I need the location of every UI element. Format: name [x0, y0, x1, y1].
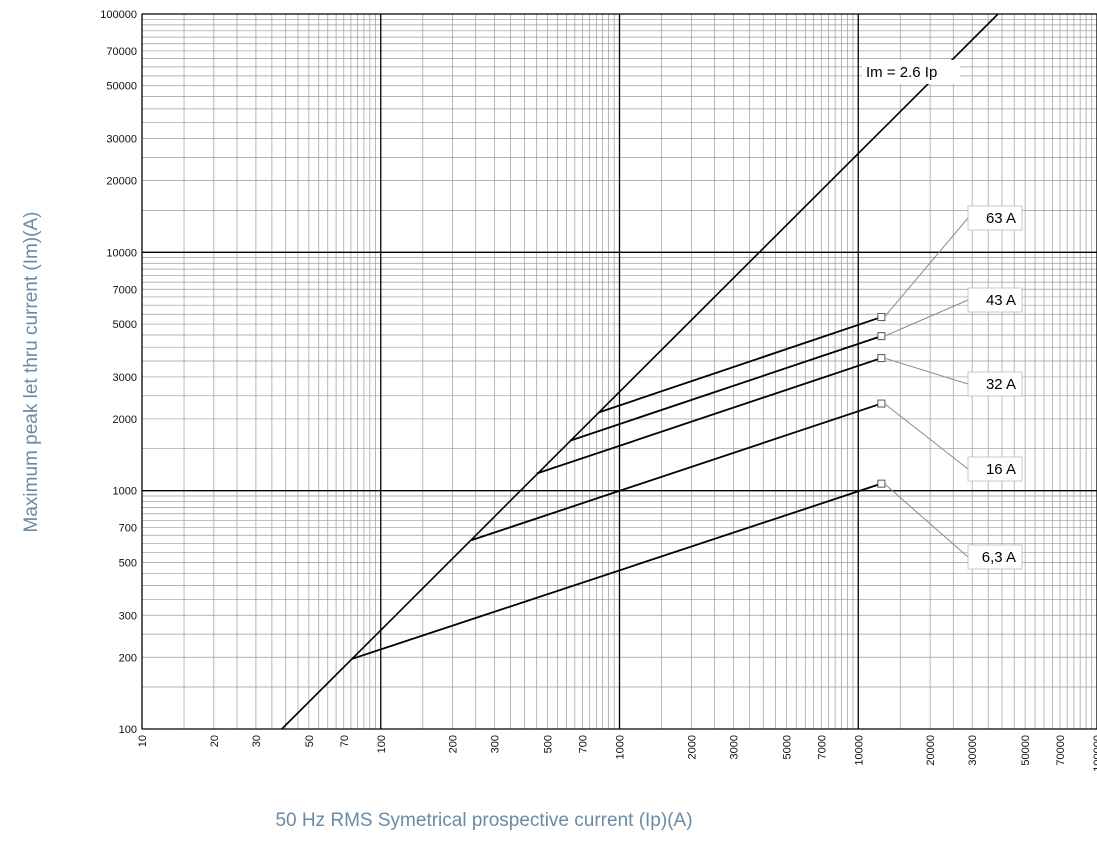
reference-label-bg: [862, 60, 960, 84]
series-line: [569, 335, 882, 442]
x-tick-label: 7000: [816, 735, 828, 759]
y-tick-label: 200: [119, 652, 137, 664]
y-axis-title: Maximum peak let thru current (Im)(A): [21, 212, 42, 533]
y-tick-label: 50000: [106, 81, 137, 93]
callout-leader: [884, 403, 969, 470]
series-lines: Im = 2.6 Ip: [281, 13, 999, 730]
series-end-marker: [877, 313, 886, 322]
x-tick-label: 100: [376, 735, 388, 753]
x-tick-label: 700: [578, 735, 590, 753]
x-axis-title: 50 Hz RMS Symetrical prospective current…: [275, 810, 692, 831]
x-tick-label: 100000: [1092, 735, 1097, 772]
x-tick-label: 50000: [1020, 735, 1032, 766]
y-tick-label: 100: [119, 724, 137, 736]
x-tick-label: 30: [251, 735, 263, 747]
x-tick-label: 200: [448, 735, 460, 753]
series-end-marker: [877, 479, 886, 488]
callout-leader: [884, 217, 969, 318]
x-tick-label: 10: [137, 735, 149, 747]
x-tick-label: 30000: [967, 735, 979, 766]
x-tick-label: 1000: [615, 735, 627, 759]
x-axis-ticks: 10 20 30 50 70 100 200 300 500 700 1000 2000 3000 500…: [137, 735, 1097, 772]
x-tick-label: 70: [339, 735, 351, 747]
y-tick-label: 5000: [113, 319, 137, 331]
series-end-marker: [877, 332, 886, 341]
y-tick-label: 30000: [106, 134, 137, 146]
series-label: 16 A: [986, 461, 1016, 478]
y-tick-label: 700: [119, 523, 137, 535]
x-tick-label: 3000: [728, 735, 740, 759]
series-label: 32 A: [986, 376, 1016, 393]
reference-line-label: Im = 2.6 Ip: [862, 60, 960, 84]
y-tick-label: 20000: [106, 176, 137, 188]
y-tick-label: 100000: [100, 9, 137, 21]
x-tick-label: 50: [304, 735, 316, 747]
series-label-box: [967, 371, 1023, 397]
series-label: 43 A: [986, 292, 1016, 309]
y-tick-label: 70000: [106, 46, 137, 58]
series-line: [352, 482, 882, 660]
reference-line: [281, 13, 999, 730]
callout-leader: [884, 483, 969, 558]
x-tick-label: 2000: [686, 735, 698, 759]
y-tick-label: 300: [119, 610, 137, 622]
y-tick-label: 10000: [106, 247, 137, 259]
reference-label-text: Im = 2.6 Ip: [866, 64, 937, 81]
x-tick-label: 10000: [853, 735, 865, 766]
x-tick-label: 20000: [925, 735, 937, 766]
series-label-box: [967, 205, 1023, 231]
series-label: 63 A: [986, 210, 1016, 227]
y-axis-ticks: 100 200 300 500 700 1000 2000 3000 5000 7000 10000…: [100, 9, 137, 736]
series-line: [536, 357, 882, 475]
y-tick-label: 500: [119, 557, 137, 569]
callout-leader: [884, 357, 969, 385]
y-tick-label: 7000: [113, 284, 137, 296]
series-label-box: [967, 544, 1023, 570]
series-callouts: 63 A 43 A 32 A 16 A 6,3 A: [884, 205, 1023, 570]
x-tick-label: 20: [209, 735, 221, 747]
series-label: 6,3 A: [982, 549, 1016, 566]
series-line: [598, 316, 882, 414]
x-tick-label: 5000: [781, 735, 793, 759]
y-tick-label: 3000: [113, 372, 137, 384]
series-label-box: [967, 456, 1023, 482]
x-tick-label: 70000: [1055, 735, 1067, 766]
y-tick-label: 1000: [113, 486, 137, 498]
series-line: [471, 402, 882, 542]
y-tick-label: 2000: [113, 414, 137, 426]
callout-leader: [884, 299, 969, 337]
series-end-marker: [877, 399, 886, 408]
series-end-marker: [877, 354, 886, 363]
x-tick-label: 500: [543, 735, 555, 753]
series-label-box: [967, 287, 1023, 313]
x-tick-label: 300: [490, 735, 502, 753]
